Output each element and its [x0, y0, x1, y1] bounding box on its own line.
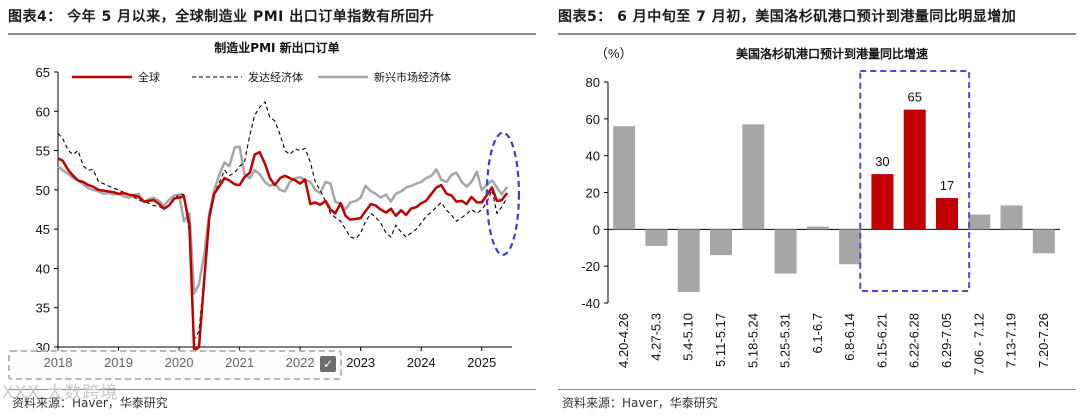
x-category-label: 7.06 - 7.12: [971, 313, 986, 375]
y-tick-label: 60: [36, 104, 50, 119]
y-tick-label: 40: [586, 149, 600, 164]
x-category-label: 6.29-7.05: [939, 313, 954, 368]
y-tick-label: 0: [593, 222, 600, 237]
x-tick-label: 2019: [104, 355, 133, 370]
x-category-label: 6.22-6.28: [907, 313, 922, 368]
bar-6.29-7.05: [936, 198, 958, 230]
bar-6.15-6.21: [871, 174, 894, 230]
x-category-label: 4.20-4.26: [616, 313, 631, 368]
x-tick-label: 2021: [225, 355, 254, 370]
y-tick-label: 80: [586, 75, 600, 90]
x-category-label: 5.18-5.24: [745, 313, 760, 368]
y-tick-label: 35: [36, 301, 50, 316]
bar-7.06-7.12: [968, 214, 991, 230]
x-tick-label: 2018: [44, 355, 73, 370]
checkbox-icon[interactable]: ✓: [320, 356, 336, 372]
x-tick-label: 2020: [165, 355, 194, 370]
y-tick-label: 40: [36, 261, 50, 276]
bar-6.22-6.28: [903, 109, 926, 230]
bar-5.11-5.17: [710, 229, 732, 256]
x-category-label: 7.13-7.19: [1004, 313, 1019, 368]
x-category-label: 5.4-5.10: [681, 313, 696, 361]
right-source-rule: [558, 389, 1076, 390]
highlight-box: [859, 70, 971, 292]
bar-5.4-5.10: [677, 229, 700, 292]
bar-5.18-5.24: [742, 124, 765, 230]
y-axis-unit: （%）: [595, 46, 633, 61]
bar-7.13-7.19: [1000, 205, 1023, 230]
x-tick-label: 2025: [467, 355, 496, 370]
series-line-emerging: [57, 145, 509, 295]
bar-7.20-7.26: [1032, 229, 1055, 254]
right-figure-title: 图表5： 6 月中旬至 7 月初，美国洛杉矶港口预计到港量同比明显增加: [558, 9, 1017, 25]
x-category-label: 5.25-5.31: [778, 313, 793, 368]
y-tick-label: 55: [36, 144, 50, 159]
x-category-label: 6.1-6.7: [810, 313, 825, 353]
bar-6.1-6.7: [806, 226, 829, 230]
y-tick-label: 20: [586, 186, 600, 201]
y-tick-label: -40: [581, 296, 600, 311]
y-tick-label: -20: [581, 259, 600, 274]
right-figure-panel: 图表5： 6 月中旬至 7 月初，美国洛杉矶港口预计到港量同比明显增加 美国洛杉…: [550, 0, 1080, 417]
y-tick-label: 45: [36, 222, 50, 237]
series-line-developed: [57, 101, 508, 340]
legend-label: 全球: [138, 70, 160, 84]
left-source-rule: [8, 389, 536, 390]
x-tick-label: 2024: [407, 355, 436, 370]
highlight-ellipse: [485, 131, 521, 256]
x-category-label: 7.20-7.26: [1036, 313, 1051, 368]
x-category-label: 6.8-6.14: [842, 313, 857, 361]
right-source-note: 资料来源：Haver，华泰研究: [562, 396, 718, 410]
bar-data-label: 17: [940, 178, 954, 193]
bar-4.20-4.26: [613, 126, 636, 230]
right-title-rule: [558, 33, 1076, 35]
bar-4.27-5.3: [645, 229, 668, 246]
left-figure-panel: 图表4： 今年 5 月以来，全球制造业 PMI 出口订单指数有所回升 制造业PM…: [2, 9, 536, 410]
bar-data-label: 30: [875, 154, 889, 169]
legend-label: 新兴市场经济体: [374, 70, 451, 84]
chart-title: 制造业PMI 新出口订单: [214, 40, 339, 55]
y-tick-label: 65: [36, 65, 50, 80]
x-tick-label: 2022: [286, 355, 315, 370]
bar-6.8-6.14: [839, 229, 862, 265]
watermark-text: XXX 大数跨境: [2, 383, 119, 403]
series-line-global: [57, 150, 509, 353]
y-tick-label: 50: [36, 183, 50, 198]
legend-label: 发达经济体: [248, 70, 303, 84]
left-source-note: 资料来源：Haver，华泰研究: [12, 396, 168, 410]
x-category-label: 6.15-6.21: [874, 313, 889, 368]
left-figure-title: 图表4： 今年 5 月以来，全球制造业 PMI 出口订单指数有所回升: [8, 9, 435, 25]
bar-5.25-5.31: [774, 229, 797, 274]
port-arrivals-bar-chart: 美国洛杉矶港口预计到港量同比增速 （%） -40 -20 0 20 40 60 80 4.20-4…: [581, 46, 1060, 375]
bar-data-label: 65: [907, 90, 921, 105]
left-title-rule: [8, 33, 536, 35]
x-tick-label: 2023: [346, 355, 375, 370]
chart-title: 美国洛杉矶港口预计到港量同比增速: [736, 46, 928, 61]
y-tick-label: 60: [586, 112, 600, 127]
watermark-toolbar: ✓: [8, 350, 342, 380]
x-category-label: 4.27-5.3: [648, 313, 663, 361]
x-category-label: 5.11-5.17: [713, 313, 728, 367]
